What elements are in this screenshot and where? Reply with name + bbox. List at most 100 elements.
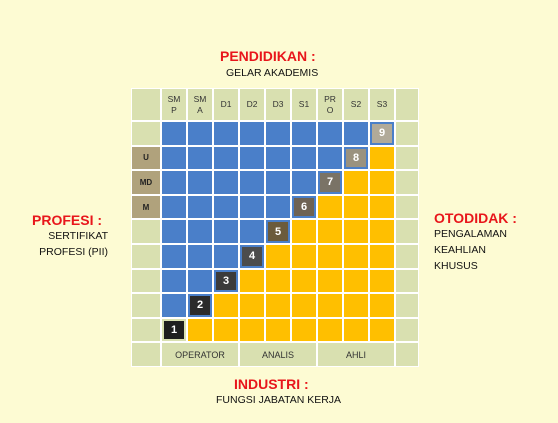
matrix-cell [317,243,343,269]
corner-cell [131,88,161,121]
matrix-cell [161,293,187,318]
row-edge-cell [395,194,419,220]
matrix-cell [265,121,291,146]
matrix-cell [213,243,239,269]
row-label-empty [131,317,161,343]
matrix-cell [317,194,343,220]
matrix-cell [317,268,343,294]
row-label-empty [131,293,161,318]
matrix-cell [343,219,369,244]
matrix-cell: 4 [239,243,265,269]
matrix-cell [291,219,317,244]
matrix-cell [291,293,317,318]
matrix-cell: 5 [265,219,291,244]
matrix-cell [317,121,343,146]
matrix-cell [161,268,187,294]
column-header: SM A [187,88,213,121]
matrix-cell: 1 [161,317,187,343]
left-title: PROFESI : [32,212,103,228]
matrix-cell [161,194,187,220]
level-badge: 3 [216,271,236,291]
right-line-1: PENGALAMAN [434,228,507,240]
matrix-cell: 6 [291,194,317,220]
matrix-cell [265,145,291,171]
top-title: PENDIDIKAN : [220,48,316,64]
row-edge-cell [395,268,419,294]
matrix-cell [187,219,213,244]
bottom-subtitle: FUNGSI JABATAN KERJA [216,394,342,406]
left-line-2: PROFESI (PII) [39,246,108,258]
column-header: D2 [239,88,265,121]
matrix-cell [239,145,265,171]
matrix-cell [291,145,317,171]
matrix-cell [187,170,213,195]
matrix-cell [265,293,291,318]
footer-label: OPERATOR [161,342,239,368]
right-line-3: KHUSUS [434,260,478,272]
column-header: S2 [343,88,369,121]
matrix-cell [265,317,291,343]
matrix-cell [369,243,395,269]
matrix-cell [239,317,265,343]
matrix-cell [291,170,317,195]
matrix-cell [161,219,187,244]
matrix-cell: 2 [187,293,213,318]
matrix-cell [213,317,239,343]
matrix-cell [265,243,291,269]
matrix-cell [369,317,395,343]
matrix-cell [343,293,369,318]
column-header: D1 [213,88,239,121]
matrix-cell [265,170,291,195]
matrix-cell [213,293,239,318]
matrix-cell [291,243,317,269]
matrix-cell [161,145,187,171]
matrix-cell [161,170,187,195]
matrix-cell [187,121,213,146]
matrix-cell: 9 [369,121,395,146]
matrix-cell [369,268,395,294]
matrix-cell [187,268,213,294]
footer-label: AHLI [317,342,395,368]
matrix-cell [239,219,265,244]
level-badge: 6 [294,197,314,217]
column-header: PR O [317,88,343,121]
matrix-cell [213,194,239,220]
row-label-empty [131,243,161,269]
level-badge: 4 [242,246,262,266]
matrix-cell [213,219,239,244]
matrix-cell [265,194,291,220]
matrix-cell [161,121,187,146]
competency-matrix: SM P SM A D1 D2 D3 S1 PR O S2 S3 9 U 8 MD 7 M 6 5 4 3 2 1 OPE… [131,88,419,368]
row-label: U [131,145,161,171]
level-badge: 5 [268,222,288,241]
matrix-cell [213,121,239,146]
matrix-cell [343,121,369,146]
level-badge: 7 [320,173,340,192]
row-label-empty [131,268,161,294]
matrix-cell [239,293,265,318]
row-edge-cell [395,170,419,195]
matrix-cell [317,219,343,244]
left-line-1: SERTIFIKAT [48,230,108,242]
matrix-cell [187,317,213,343]
matrix-cell [239,268,265,294]
matrix-cell [187,194,213,220]
matrix-cell [213,170,239,195]
level-badge: 8 [346,148,366,168]
level-badge: 2 [190,296,210,315]
matrix-cell [187,243,213,269]
matrix-cell: 8 [343,145,369,171]
matrix-cell [369,170,395,195]
footer-corner [131,342,161,368]
row-edge-cell [395,121,419,146]
row-edge-cell [395,243,419,269]
right-title: OTODIDAK : [434,210,517,226]
matrix-cell [291,317,317,343]
matrix-cell [187,145,213,171]
matrix-cell [343,243,369,269]
matrix-cell [317,293,343,318]
matrix-cell [343,194,369,220]
row-edge-cell [395,293,419,318]
column-header: SM P [161,88,187,121]
row-edge-cell [395,219,419,244]
